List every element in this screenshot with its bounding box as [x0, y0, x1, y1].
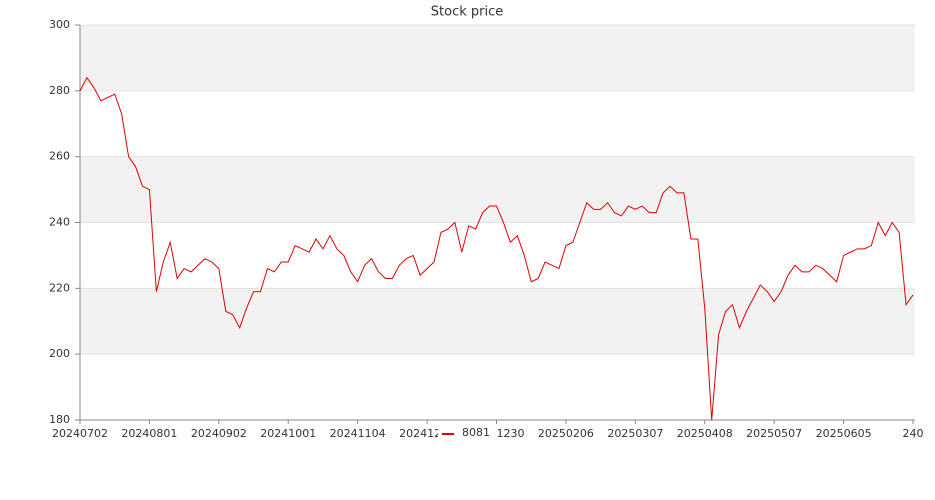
y-tick-label: 260 [49, 150, 70, 163]
y-tick-label: 200 [49, 347, 70, 360]
x-tick-label: 20240902 [191, 427, 247, 440]
x-tick-label: 20250206 [538, 427, 594, 440]
y-tick-label: 180 [49, 413, 70, 426]
x-tick-label: 20240702 [52, 427, 108, 440]
x-tick-label: 20250307 [607, 427, 663, 440]
x-tick-label: 20250408 [677, 427, 733, 440]
x-tick-label: 20240801 [121, 427, 177, 440]
chart-title: Stock price [431, 5, 503, 20]
y-tick-label: 240 [49, 216, 70, 229]
x-tick-label: 20241001 [260, 427, 316, 440]
legend-label: 8081 [462, 426, 490, 439]
grid-band [80, 288, 915, 355]
x-tick-label: 20250605 [816, 427, 872, 440]
grid-band [80, 25, 915, 91]
x-tick-label: 20250507 [746, 427, 802, 440]
x-tick-label: 240 [903, 427, 924, 440]
y-tick-label: 300 [49, 18, 70, 31]
y-tick-label: 280 [49, 84, 70, 97]
legend: 8081 [438, 425, 498, 443]
legend-box [438, 425, 498, 443]
grid-band [80, 156, 915, 223]
price-line [79, 76, 914, 421]
x-tick-label: 20241104 [330, 427, 386, 440]
y-tick-label: 220 [49, 281, 70, 294]
